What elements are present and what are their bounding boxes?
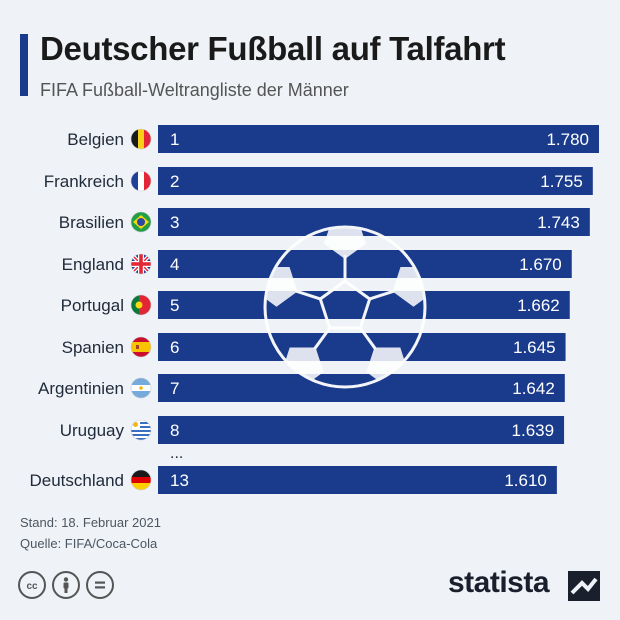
value-label: 1.645	[513, 338, 556, 357]
bar-frankreich	[158, 167, 593, 195]
gap-indicator: ...	[170, 445, 183, 462]
rank-label: 13	[170, 471, 189, 490]
belgium-flag	[130, 128, 152, 150]
category-label: England	[62, 255, 124, 274]
creative-commons-icon[interactable]: cc	[18, 571, 46, 599]
statista-logo-icon	[568, 571, 600, 601]
no-derivatives-icon[interactable]	[86, 571, 114, 599]
source-note: Quelle: FIFA/Coca-Cola	[20, 536, 158, 551]
attribution-icon[interactable]	[52, 571, 80, 599]
rank-label: 8	[170, 421, 179, 440]
value-label: 1.610	[504, 471, 547, 490]
title-accent-bar	[20, 34, 28, 96]
chart-subtitle: FIFA Fußball-Weltrangliste der Männer	[40, 80, 349, 100]
france-flag	[130, 170, 152, 192]
germany-flag	[130, 469, 152, 491]
rank-label: 7	[170, 379, 179, 398]
rank-label: 4	[170, 255, 179, 274]
category-label: Belgien	[67, 130, 124, 149]
value-label: 1.755	[540, 172, 583, 191]
portugal-flag	[130, 294, 152, 316]
bar-deutschland	[158, 466, 557, 494]
category-label: Uruguay	[60, 421, 125, 440]
value-label: 1.780	[546, 130, 589, 149]
spain-flag	[130, 336, 152, 358]
bar-england	[158, 250, 572, 278]
value-label: 1.662	[517, 296, 560, 315]
statista-logo[interactable]: statista	[448, 566, 550, 599]
rank-label: 1	[170, 130, 179, 149]
uruguay-flag	[130, 419, 152, 441]
category-label: Deutschland	[29, 471, 124, 490]
value-label: 1.743	[537, 213, 580, 232]
bar-argentinien	[158, 374, 565, 402]
argentina-flag	[130, 377, 152, 399]
category-label: Brasilien	[59, 213, 124, 232]
value-label: 1.639	[512, 421, 555, 440]
bar-spanien	[158, 333, 566, 361]
category-label: Argentinien	[38, 379, 124, 398]
rank-label: 3	[170, 213, 179, 232]
brazil-flag	[130, 211, 152, 233]
bar-belgien	[158, 125, 599, 153]
rank-label: 5	[170, 296, 179, 315]
category-label: Frankreich	[44, 172, 124, 191]
category-label: Spanien	[62, 338, 124, 357]
date-note: Stand: 18. Februar 2021	[20, 515, 161, 530]
rank-label: 6	[170, 338, 179, 357]
england-flag	[130, 253, 152, 275]
value-label: 1.642	[512, 379, 555, 398]
value-label: 1.670	[519, 255, 562, 274]
chart-title: Deutscher Fußball auf Talfahrt	[40, 30, 506, 67]
category-label: Portugal	[61, 296, 124, 315]
bar-uruguay	[158, 416, 565, 444]
svg-text:cc: cc	[26, 581, 38, 592]
rank-label: 2	[170, 172, 179, 191]
